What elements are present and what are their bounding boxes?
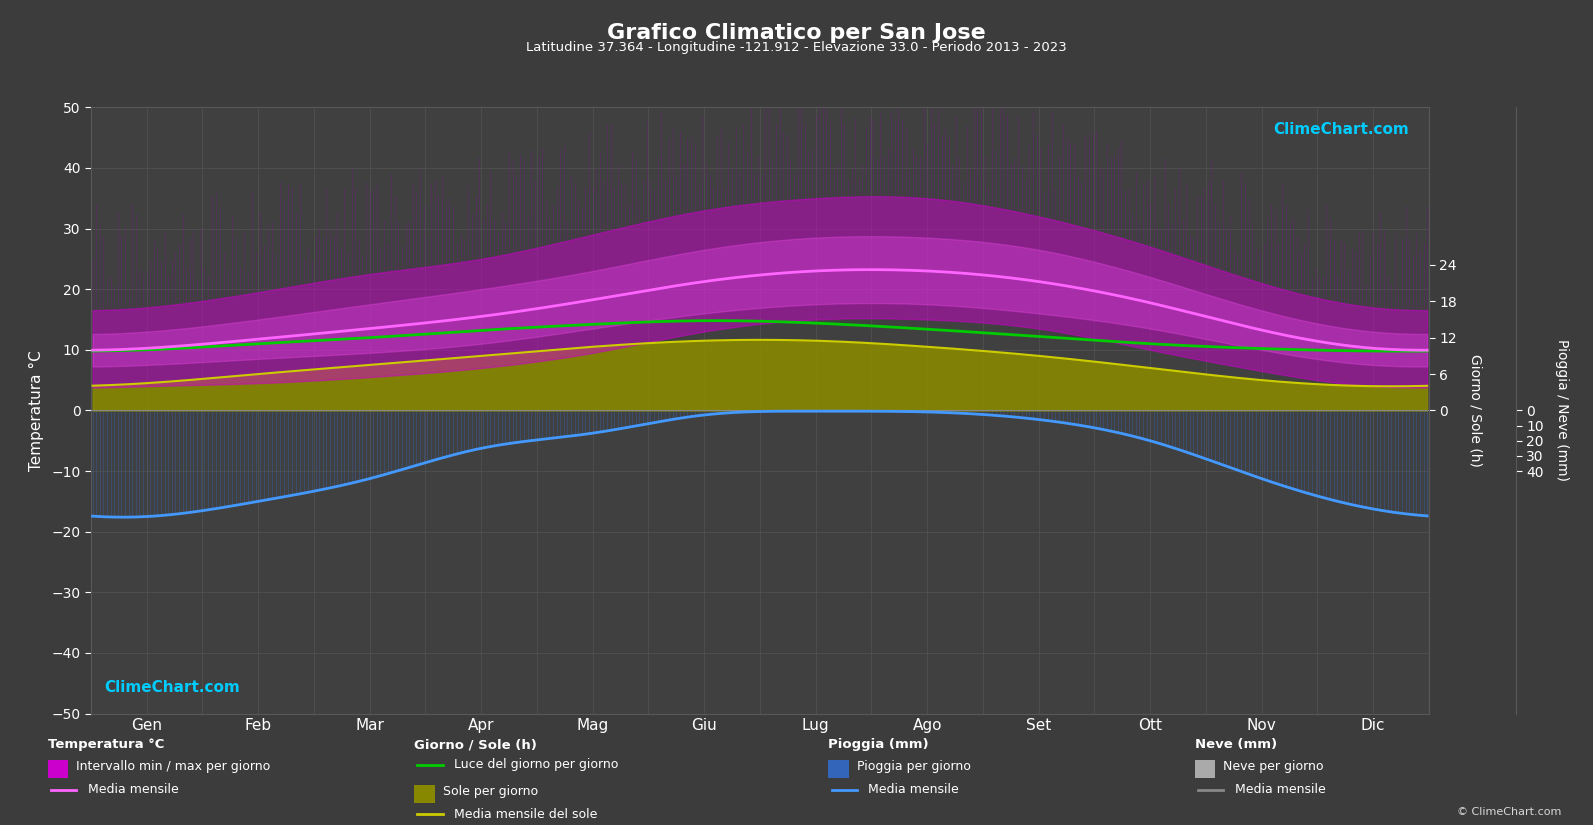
Text: Latitudine 37.364 - Longitudine -121.912 - Elevazione 33.0 - Periodo 2013 - 2023: Latitudine 37.364 - Longitudine -121.912… (526, 41, 1067, 54)
Text: Pioggia (mm): Pioggia (mm) (828, 738, 929, 752)
Text: Sole per giorno: Sole per giorno (443, 785, 538, 798)
Text: Media mensile: Media mensile (88, 783, 178, 796)
Text: Neve (mm): Neve (mm) (1195, 738, 1278, 752)
Text: Intervallo min / max per giorno: Intervallo min / max per giorno (76, 760, 271, 773)
Text: ClimeChart.com: ClimeChart.com (1273, 122, 1408, 138)
Text: Giorno / Sole (h): Giorno / Sole (h) (414, 738, 537, 752)
Y-axis label: Pioggia / Neve (mm): Pioggia / Neve (mm) (1555, 339, 1569, 482)
Text: Media mensile: Media mensile (868, 783, 959, 796)
Text: Luce del giorno per giorno: Luce del giorno per giorno (454, 758, 618, 771)
Text: Grafico Climatico per San Jose: Grafico Climatico per San Jose (607, 23, 986, 43)
Text: Pioggia per giorno: Pioggia per giorno (857, 760, 970, 773)
Y-axis label: Temperatura °C: Temperatura °C (29, 350, 45, 471)
Text: Temperatura °C: Temperatura °C (48, 738, 164, 752)
Text: Media mensile del sole: Media mensile del sole (454, 808, 597, 821)
Text: Neve per giorno: Neve per giorno (1223, 760, 1324, 773)
Text: ClimeChart.com: ClimeChart.com (104, 681, 241, 695)
Text: Media mensile: Media mensile (1235, 783, 1325, 796)
Text: © ClimeChart.com: © ClimeChart.com (1456, 807, 1561, 817)
Y-axis label: Giorno / Sole (h): Giorno / Sole (h) (1469, 354, 1481, 467)
